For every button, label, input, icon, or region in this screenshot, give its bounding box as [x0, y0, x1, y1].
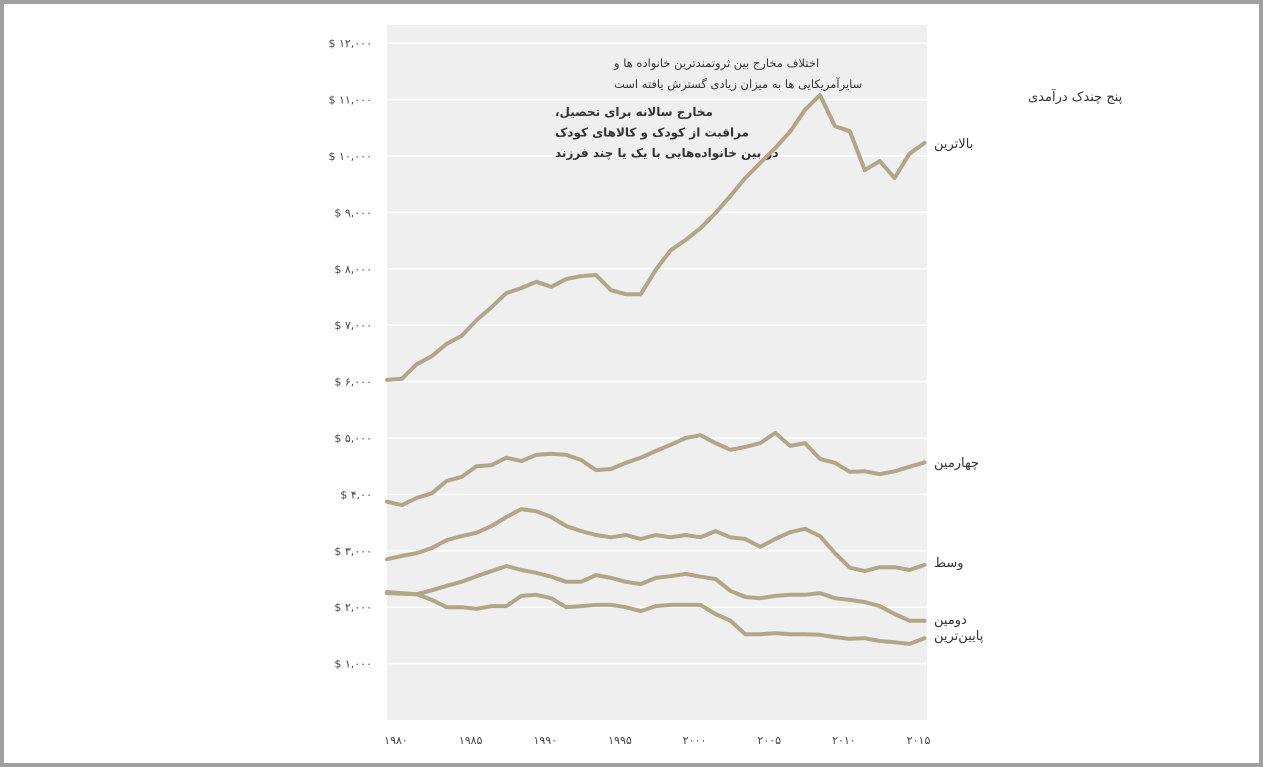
series-label: وسط: [934, 556, 964, 571]
x-tick-label: ۱۹۸۰: [384, 734, 408, 747]
chart-title-line: سایرآمریکایی ها به میزان زیادی گسترش یاف…: [614, 77, 862, 92]
series-label: پایین‌ترین: [934, 629, 984, 644]
x-tick-label: ۱۹۸۵: [459, 734, 483, 747]
y-tick-label: $ ۵,۰۰۰: [334, 432, 372, 445]
y-tick-label: $ ۹,۰۰۰: [334, 206, 372, 219]
x-tick-label: ۲۰۰۵: [757, 734, 781, 747]
y-tick-label: $ ۱۲,۰۰۰: [328, 37, 372, 50]
x-tick-label: ۲۰۰۰: [683, 734, 707, 747]
chart-subtitle-line: مخارج سالانه برای تحصیل،: [555, 105, 713, 119]
series-label: چهارمین: [934, 456, 979, 471]
x-tick-label: ۱۹۹۵: [608, 734, 632, 747]
y-tick-label: $ ۱,۰۰۰: [334, 658, 372, 671]
y-tick-label: $ ۳,۰۰۰: [334, 545, 372, 558]
series-line: [385, 430, 927, 508]
x-tick-label: ۲۰۱۵: [907, 734, 931, 747]
chart-title-line: اختلاف مخارج بین ثروتمندترین خانواده ها …: [613, 56, 819, 71]
series-line: [385, 93, 927, 382]
legend-title: پنج چندک درآمدی: [1028, 88, 1123, 105]
series-line: [385, 591, 927, 646]
chart-subtitle-line: مراقبت از کودک و کالاهای کودک: [555, 126, 749, 141]
y-tick-label: $ ۷,۰۰۰: [334, 319, 372, 332]
series-line: [385, 507, 927, 574]
y-tick-label: $ ۱۰,۰۰۰: [328, 150, 372, 163]
series-line: [385, 564, 927, 623]
y-tick-label: $ ۶,۰۰۰: [334, 376, 372, 389]
y-tick-label: $ ۱۱,۰۰۰: [328, 94, 372, 107]
y-tick-label: $ ۲,۰۰۰: [334, 601, 372, 614]
series-label: دومین: [934, 613, 967, 628]
x-tick-label: ۱۹۹۰: [533, 734, 557, 747]
x-tick-label: ۲۰۱۰: [832, 734, 856, 747]
y-tick-label: $ ۴,۰۰: [340, 488, 372, 501]
chart-subtitle-line: در بین خانواده‌هایی با یک یا چند فرزند: [555, 146, 779, 161]
series-label: بالاترین: [934, 137, 973, 152]
y-tick-label: $ ۸,۰۰۰: [334, 263, 372, 276]
